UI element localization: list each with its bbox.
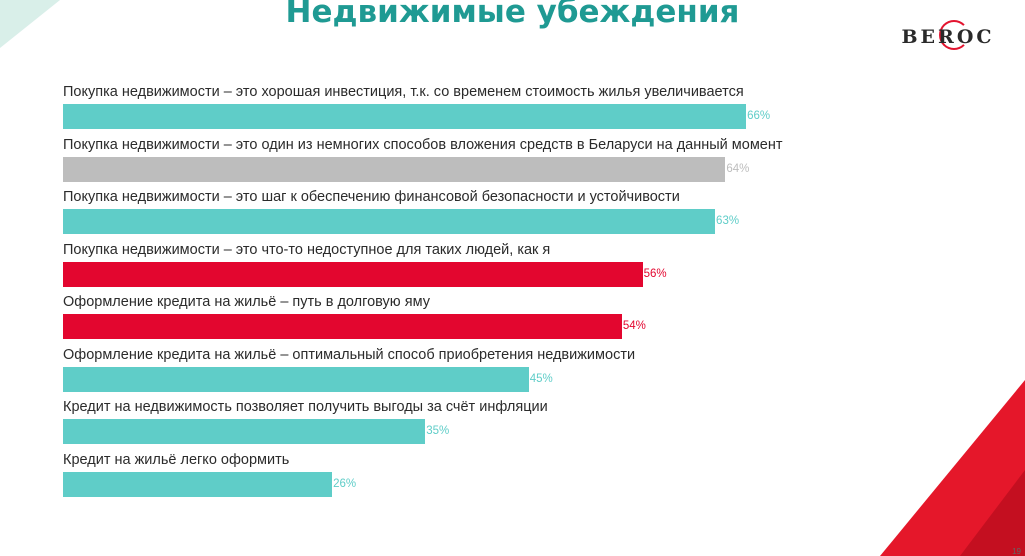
value-label: 26% <box>333 477 357 490</box>
category-label: Оформление кредита на жильё – путь в дол… <box>63 294 430 310</box>
bar <box>63 209 716 234</box>
category-label: Покупка недвижимости – это хорошая инвес… <box>63 84 744 100</box>
value-label: 54% <box>622 320 646 332</box>
category-label: Оформление кредита на жильё – оптимальны… <box>63 346 636 363</box>
bar <box>63 471 333 497</box>
bar <box>63 366 529 392</box>
value-label: 63% <box>716 215 740 227</box>
logo-text: BEROC <box>901 26 995 48</box>
category-label: Покупка недвижимости – это один из немно… <box>63 136 783 153</box>
category-label: Кредит на недвижимость позволяет получит… <box>63 399 548 415</box>
bar <box>63 104 747 129</box>
bar <box>63 314 622 339</box>
beroc-logo: BEROC <box>888 14 1008 64</box>
category-label: Покупка недвижимости – это шаг к обеспеч… <box>63 189 680 205</box>
value-label: 35% <box>426 425 450 437</box>
corner-triangle-bottom-right-shade <box>960 470 1025 556</box>
bar <box>63 419 426 444</box>
category-label: Покупка недвижимости – это что-то недост… <box>63 241 551 258</box>
bar <box>63 156 726 182</box>
corner-triangle-top-left <box>0 0 60 48</box>
bar <box>63 261 643 287</box>
value-label: 56% <box>643 267 667 280</box>
page-title: Недвижимые убеждения <box>285 0 740 30</box>
category-label: Кредит на жильё легко оформить <box>63 451 290 468</box>
page-number: 19 <box>1012 547 1021 556</box>
value-label: 45% <box>529 372 553 385</box>
value-label: 66% <box>747 110 771 122</box>
value-label: 64% <box>726 162 750 175</box>
logo-ring-icon <box>939 20 969 50</box>
corner-triangle-bottom-right <box>880 380 1025 556</box>
